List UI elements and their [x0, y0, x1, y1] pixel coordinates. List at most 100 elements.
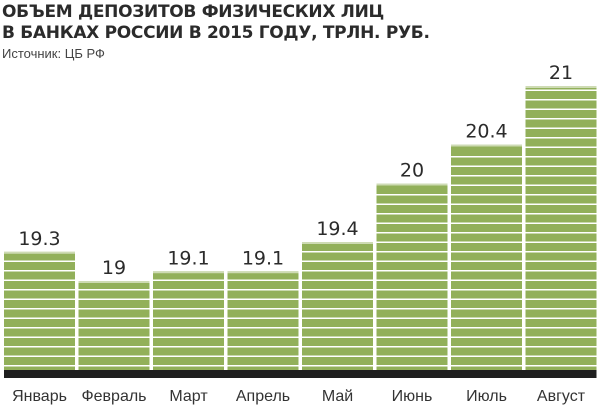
bar-stripe — [302, 327, 373, 329]
bar-stripe — [451, 365, 522, 367]
bar-stripe — [153, 317, 224, 319]
bar-stripe — [525, 222, 597, 224]
bar-stripe — [376, 260, 448, 262]
value-label: 19.1 — [242, 247, 284, 269]
bar-stripe — [376, 346, 448, 348]
bar-group: 19.1 Март — [153, 247, 224, 405]
bar — [376, 183, 448, 370]
bar-stripe — [302, 298, 373, 300]
bar-stripe — [78, 365, 150, 367]
bar-stripe — [4, 346, 75, 348]
bar-stripe — [4, 336, 75, 338]
bar-stripe — [78, 336, 150, 338]
bar-stripe — [451, 184, 522, 186]
bar — [302, 242, 373, 370]
bar-stripe — [525, 279, 597, 281]
bar-stripe — [376, 203, 448, 205]
bar-group: 19.1 Апрель — [227, 247, 299, 405]
bar-stripe — [525, 365, 597, 367]
bar-stripe — [227, 289, 299, 291]
bar-stripe — [525, 203, 597, 205]
bar-stripe — [78, 327, 150, 329]
bar-group: 20 Июнь — [376, 160, 448, 405]
chart-title-line-1: ОБЪЕМ ДЕПОЗИТОВ ФИЗИЧЕСКИХ ЛИЦ — [2, 2, 384, 22]
bar-stripe — [525, 232, 597, 234]
bar-stripe — [451, 336, 522, 338]
bar-stripe — [153, 365, 224, 367]
bar-stripe — [376, 317, 448, 319]
bar-stripe — [227, 336, 299, 338]
bar-stripe — [376, 355, 448, 357]
bar-stripe — [4, 270, 75, 272]
bar-stripe — [227, 298, 299, 300]
bar-stripe — [525, 327, 597, 329]
bar-stripe — [451, 213, 522, 215]
bar-stripe — [227, 327, 299, 329]
bar-stripe — [227, 365, 299, 367]
category-label: Июнь — [392, 388, 433, 405]
bar-stripe — [525, 308, 597, 310]
category-label: Март — [169, 388, 208, 405]
bar-top-edge — [376, 183, 448, 186]
bar-stripe — [153, 327, 224, 329]
bar-stripe — [376, 232, 448, 234]
bar-stripe — [302, 346, 373, 348]
bar-stripe — [451, 156, 522, 158]
bar-stripe — [78, 308, 150, 310]
bar-stripe — [525, 336, 597, 338]
bar-stripe — [376, 270, 448, 272]
bar-stripe — [4, 365, 75, 367]
bar-group: 21 Август — [525, 62, 597, 405]
bar-stripe — [4, 260, 75, 262]
bar-stripe — [525, 298, 597, 300]
bar-stripe — [525, 317, 597, 319]
category-label: Май — [322, 388, 353, 405]
bar-group: 19 Февраль — [78, 257, 150, 405]
bar-stripe — [525, 184, 597, 186]
value-label: 19.1 — [167, 247, 209, 269]
bar-stripe — [376, 336, 448, 338]
value-label: 20 — [400, 160, 424, 182]
chart-source: Источник: ЦБ РФ — [2, 46, 105, 61]
bar-stripe — [153, 279, 224, 281]
value-label: 19 — [102, 257, 126, 279]
bar-stripe — [78, 289, 150, 291]
bar-stripe — [4, 289, 75, 291]
bar-top-edge — [525, 86, 597, 88]
bar-stripe — [302, 355, 373, 357]
bar — [227, 271, 299, 370]
bar — [451, 144, 522, 370]
bar-stripe — [227, 355, 299, 357]
bar-stripe — [525, 289, 597, 291]
bar-stripe — [451, 327, 522, 329]
category-label: Август — [537, 388, 586, 405]
bar-stripe — [153, 346, 224, 348]
bar-stripe — [376, 222, 448, 224]
bar-stripe — [376, 308, 448, 310]
bar-stripe — [227, 317, 299, 319]
bar-stripe — [451, 317, 522, 319]
baseline — [4, 370, 597, 378]
chart-title-line-2: В БАНКАХ РОССИИ В 2015 ГОДУ, ТРЛН. РУБ. — [2, 23, 430, 43]
bar-stripe — [302, 317, 373, 319]
bar-top-edge — [153, 271, 224, 274]
bar-stripe — [376, 327, 448, 329]
bar — [78, 281, 150, 370]
bar-stripe — [525, 175, 597, 177]
bar-stripe — [4, 308, 75, 310]
value-label: 19.3 — [18, 228, 60, 250]
bar-stripe — [451, 175, 522, 177]
bar-group: 19.3 Январь — [4, 228, 75, 405]
category-label: Январь — [12, 388, 67, 405]
bar-stripe — [525, 346, 597, 348]
bar-stripe — [451, 270, 522, 272]
value-label: 21 — [549, 62, 573, 84]
bar-stripe — [451, 298, 522, 300]
bar-stripe — [302, 270, 373, 272]
bar-stripe — [525, 156, 597, 158]
bar-stripe — [4, 317, 75, 319]
bar-stripe — [227, 308, 299, 310]
bar-stripe — [78, 346, 150, 348]
bar-stripe — [451, 203, 522, 205]
bar-group: 19.4 Май — [302, 218, 373, 405]
